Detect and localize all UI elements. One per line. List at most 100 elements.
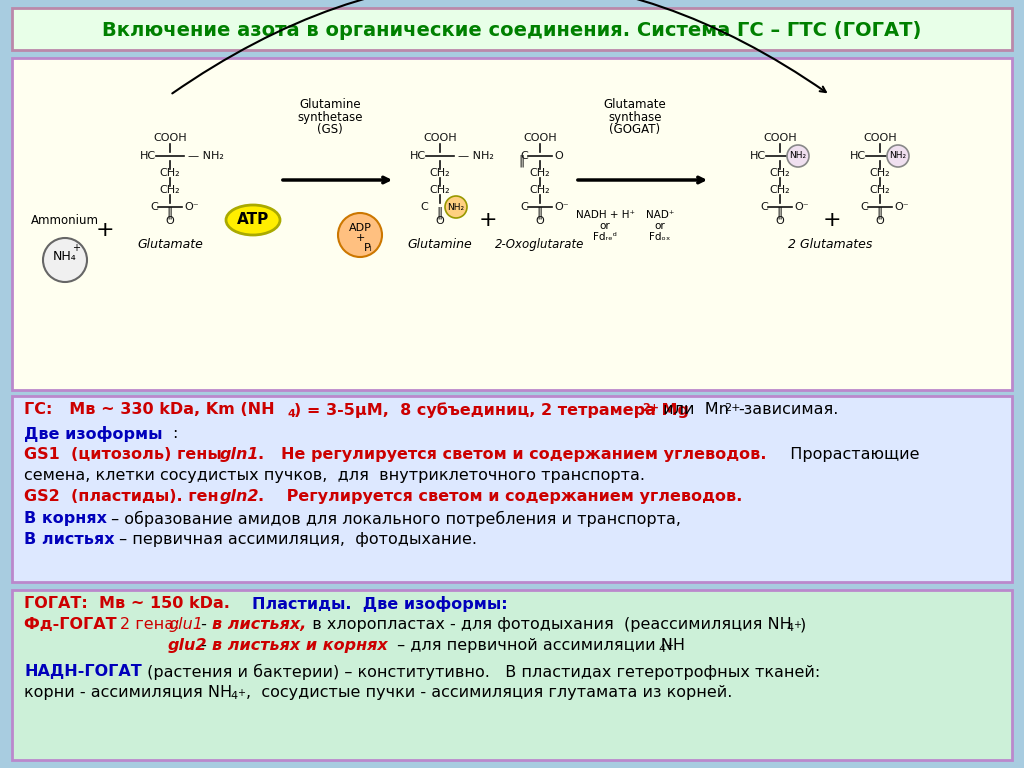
Text: CH₂: CH₂ xyxy=(770,185,791,195)
Text: +: + xyxy=(72,243,80,253)
Text: – первичная ассимиляция,  фотодыхание.: – первичная ассимиляция, фотодыхание. xyxy=(114,532,477,547)
Text: C: C xyxy=(420,202,428,212)
Text: ‖: ‖ xyxy=(777,207,783,220)
Text: – для первичной ассимиляции NH: – для первичной ассимиляции NH xyxy=(392,638,685,653)
Text: C: C xyxy=(520,151,528,161)
Text: CH₂: CH₂ xyxy=(529,168,550,178)
Text: HC: HC xyxy=(140,151,156,161)
Text: O⁻: O⁻ xyxy=(554,202,568,212)
Circle shape xyxy=(43,238,87,282)
Text: в хлоропластах - для фотодыхания  (реассимиляция NH: в хлоропластах - для фотодыхания (реасси… xyxy=(302,617,792,632)
Text: 2 Glutamates: 2 Glutamates xyxy=(787,238,872,251)
Text: Пластиды.  Две изоформы:: Пластиды. Две изоформы: xyxy=(252,596,508,612)
Text: НАДН-ГОГАТ: НАДН-ГОГАТ xyxy=(24,664,141,679)
Text: GS2  (пластиды). ген: GS2 (пластиды). ген xyxy=(24,489,224,504)
Text: -зависимая.: -зависимая. xyxy=(738,402,839,417)
Text: gln1: gln1 xyxy=(220,447,259,462)
Text: Fdₒₓ: Fdₒₓ xyxy=(649,232,671,242)
Text: or: or xyxy=(654,221,666,231)
Text: O: O xyxy=(536,216,545,226)
Text: ‖: ‖ xyxy=(519,154,525,167)
Text: NH₂: NH₂ xyxy=(790,151,807,161)
Text: HC: HC xyxy=(750,151,766,161)
Text: gln2: gln2 xyxy=(220,489,259,504)
Text: C: C xyxy=(760,202,768,212)
Text: Включение азота в органические соединения. Система ГС – ГТС (ГОГАТ): Включение азота в органические соединени… xyxy=(102,22,922,41)
Text: or: or xyxy=(600,221,610,231)
Text: Фд-ГОГАТ: Фд-ГОГАТ xyxy=(24,617,128,632)
Text: COOH: COOH xyxy=(154,133,186,143)
Text: ) = 3-5μM,  8 субъединиц, 2 тетрамера Mg: ) = 3-5μM, 8 субъединиц, 2 тетрамера Mg xyxy=(294,402,689,418)
Text: CH₂: CH₂ xyxy=(869,185,890,195)
Text: Pᵢ: Pᵢ xyxy=(364,243,373,253)
Text: 4: 4 xyxy=(658,644,666,654)
Text: glu2: glu2 xyxy=(168,638,208,653)
Text: ‖: ‖ xyxy=(437,207,443,220)
Text: +: + xyxy=(237,688,245,698)
Bar xyxy=(12,8,1012,50)
Circle shape xyxy=(787,145,809,167)
Text: (растения и бактерии) – конститутивно.   В пластидах гетеротрофных тканей:: (растения и бактерии) – конститутивно. В… xyxy=(142,664,820,680)
Text: GS1  (цитозоль) гены: GS1 (цитозоль) гены xyxy=(24,447,227,462)
Text: корни - ассимиляция NH: корни - ассимиляция NH xyxy=(24,685,232,700)
Text: ADP: ADP xyxy=(348,223,372,233)
Text: CH₂: CH₂ xyxy=(430,168,451,178)
Text: Glutamate: Glutamate xyxy=(137,238,203,251)
Text: 2 гена:: 2 гена: xyxy=(120,617,184,632)
Text: ГОГАТ:  Мв ~ 150 kDa.: ГОГАТ: Мв ~ 150 kDa. xyxy=(24,596,241,611)
Text: 2+: 2+ xyxy=(724,403,740,413)
Text: 4: 4 xyxy=(230,691,238,701)
Text: ): ) xyxy=(800,617,806,632)
Text: или  Mn: или Mn xyxy=(658,402,729,417)
Text: Fdᵣₑᵈ: Fdᵣₑᵈ xyxy=(593,232,616,242)
Text: Прорастающие: Прорастающие xyxy=(780,447,920,462)
Text: ‖: ‖ xyxy=(877,207,883,220)
Bar xyxy=(12,396,1012,582)
Text: NADH + H⁺: NADH + H⁺ xyxy=(575,210,635,220)
Text: Две изоформы: Две изоформы xyxy=(24,426,163,442)
Text: O: O xyxy=(876,216,885,226)
Text: +: + xyxy=(793,620,801,630)
Text: CH₂: CH₂ xyxy=(430,185,451,195)
Text: в листьях,: в листьях, xyxy=(212,617,306,632)
Circle shape xyxy=(445,196,467,218)
Text: ATP: ATP xyxy=(237,213,269,227)
Text: O: O xyxy=(435,216,444,226)
Text: HC: HC xyxy=(850,151,866,161)
Text: COOH: COOH xyxy=(523,133,557,143)
Circle shape xyxy=(338,213,382,257)
Text: +: + xyxy=(478,210,498,230)
Text: — NH₂: — NH₂ xyxy=(188,151,224,161)
Text: В корнях: В корнях xyxy=(24,511,106,526)
Text: :: : xyxy=(172,426,177,441)
Text: 2-Oxoglutarate: 2-Oxoglutarate xyxy=(496,238,585,251)
Text: в листьях и корнях: в листьях и корнях xyxy=(212,638,388,653)
Text: C: C xyxy=(860,202,868,212)
Text: NH₂: NH₂ xyxy=(447,203,465,211)
Text: synthetase: synthetase xyxy=(297,111,362,124)
Text: CH₂: CH₂ xyxy=(160,185,180,195)
Text: C: C xyxy=(151,202,158,212)
Text: .    Регулируется светом и содержанием углеводов.: . Регулируется светом и содержанием угле… xyxy=(258,489,742,504)
Text: ГС:   Мв ~ 330 kDa, Km (NH: ГС: Мв ~ 330 kDa, Km (NH xyxy=(24,402,274,417)
Text: C: C xyxy=(520,202,528,212)
Text: ,  сосудистые пучки - ассимиляция глутамата из корней.: , сосудистые пучки - ассимиляция глутама… xyxy=(246,685,732,700)
Text: -: - xyxy=(196,617,212,632)
Text: — NH₂: — NH₂ xyxy=(458,151,494,161)
Text: -: - xyxy=(196,638,212,653)
Text: +: + xyxy=(355,233,365,243)
Text: O: O xyxy=(775,216,784,226)
Text: Glutamine: Glutamine xyxy=(408,238,472,251)
Text: +: + xyxy=(95,220,115,240)
Text: COOH: COOH xyxy=(423,133,457,143)
Text: Glutamine: Glutamine xyxy=(299,98,360,111)
Text: COOH: COOH xyxy=(763,133,797,143)
Text: В листьях: В листьях xyxy=(24,532,115,547)
Text: CH₂: CH₂ xyxy=(869,168,890,178)
Text: NH₂: NH₂ xyxy=(890,151,906,161)
Bar xyxy=(12,590,1012,760)
Text: ‖: ‖ xyxy=(167,207,173,220)
Text: O: O xyxy=(554,151,563,161)
Text: O⁻: O⁻ xyxy=(794,202,809,212)
Text: 2+: 2+ xyxy=(642,403,659,413)
